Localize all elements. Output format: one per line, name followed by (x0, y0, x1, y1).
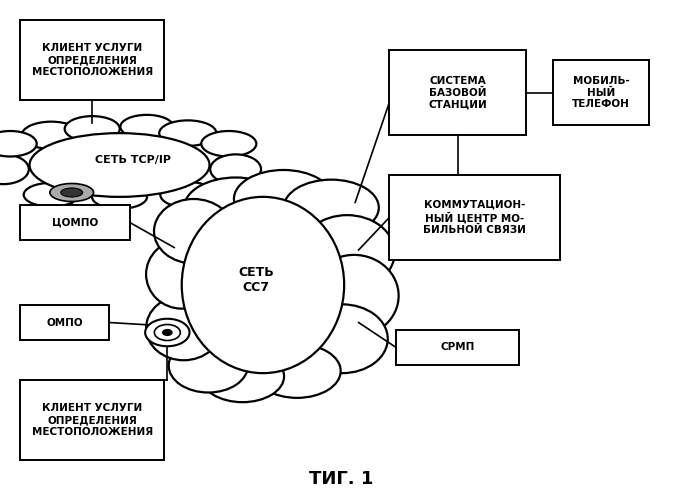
Ellipse shape (146, 240, 217, 308)
Ellipse shape (283, 180, 379, 236)
FancyBboxPatch shape (20, 20, 164, 100)
Ellipse shape (146, 296, 221, 360)
Text: СЕТЬ TCP/IP: СЕТЬ TCP/IP (95, 155, 171, 165)
Ellipse shape (29, 133, 210, 197)
Text: КЛИЕНТ УСЛУГИ
ОПРЕДЕЛЕНИЯ
МЕСТОПОЛОЖЕНИЯ: КЛИЕНТ УСЛУГИ ОПРЕДЕЛЕНИЯ МЕСТОПОЛОЖЕНИЯ (31, 44, 153, 76)
Text: КОММУТАЦИОН-
НЫЙ ЦЕНТР МО-
БИЛЬНОЙ СВЯЗИ: КОММУТАЦИОН- НЫЙ ЦЕНТР МО- БИЛЬНОЙ СВЯЗИ (423, 200, 526, 235)
Ellipse shape (50, 184, 94, 202)
Text: ОМПО: ОМПО (46, 318, 83, 328)
Ellipse shape (300, 215, 395, 290)
Ellipse shape (309, 255, 399, 336)
Ellipse shape (210, 154, 261, 184)
Text: ЦОМПО: ЦОМПО (52, 218, 98, 228)
Text: СЕТЬ
СС7: СЕТЬ СС7 (238, 266, 274, 294)
Ellipse shape (145, 319, 190, 346)
Ellipse shape (22, 122, 81, 149)
Ellipse shape (0, 154, 29, 184)
FancyBboxPatch shape (20, 380, 164, 460)
Ellipse shape (92, 185, 147, 209)
Ellipse shape (169, 339, 248, 392)
Ellipse shape (186, 201, 340, 369)
FancyBboxPatch shape (20, 205, 130, 240)
FancyBboxPatch shape (389, 50, 526, 135)
Ellipse shape (33, 135, 206, 194)
Ellipse shape (201, 350, 284, 402)
Ellipse shape (24, 183, 79, 206)
Ellipse shape (154, 199, 234, 264)
FancyBboxPatch shape (389, 175, 560, 260)
Ellipse shape (61, 188, 83, 197)
FancyBboxPatch shape (20, 305, 109, 340)
Ellipse shape (163, 330, 172, 336)
Ellipse shape (201, 131, 256, 156)
Ellipse shape (182, 197, 344, 373)
Text: ΤИГ. 1: ΤИГ. 1 (309, 470, 374, 488)
FancyBboxPatch shape (553, 60, 649, 125)
Ellipse shape (65, 116, 120, 141)
Text: КЛИЕНТ УСЛУГИ
ОПРЕДЕЛЕНИЯ
МЕСТОПОЛОЖЕНИЯ: КЛИЕНТ УСЛУГИ ОПРЕДЕЛЕНИЯ МЕСТОПОЛОЖЕНИЯ (31, 404, 153, 436)
Ellipse shape (184, 178, 287, 238)
Text: СРМП: СРМП (441, 342, 475, 352)
Ellipse shape (161, 182, 215, 208)
Ellipse shape (234, 170, 333, 228)
Ellipse shape (296, 304, 388, 373)
FancyBboxPatch shape (396, 330, 519, 365)
Ellipse shape (159, 120, 217, 146)
Ellipse shape (120, 115, 173, 138)
Text: СИСТЕМА
БАЗОВОЙ
СТАНЦИИ: СИСТЕМА БАЗОВОЙ СТАНЦИИ (428, 76, 487, 109)
Text: МОБИЛЬ-
НЫЙ
ТЕЛЕФОН: МОБИЛЬ- НЫЙ ТЕЛЕФОН (572, 76, 630, 109)
Ellipse shape (154, 324, 180, 340)
Ellipse shape (253, 344, 341, 398)
Ellipse shape (0, 131, 37, 156)
